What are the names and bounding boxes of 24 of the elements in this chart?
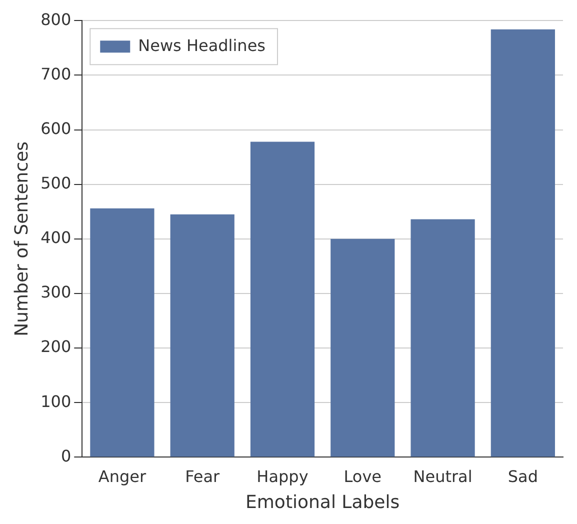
bar bbox=[250, 142, 315, 457]
bar bbox=[170, 214, 234, 457]
bar bbox=[330, 238, 395, 457]
x-tick-label: Fear bbox=[185, 466, 220, 486]
y-tick-label: 300 bbox=[40, 282, 72, 302]
y-tick-label: 800 bbox=[40, 10, 72, 29]
x-tick-label: Neutral bbox=[413, 466, 472, 486]
x-tick-label: Happy bbox=[256, 466, 308, 486]
y-axis-title: Number of Sentences bbox=[11, 141, 32, 336]
y-tick-label: 0 bbox=[60, 446, 72, 466]
y-tick-label: 100 bbox=[40, 392, 72, 411]
x-tick-label: Anger bbox=[98, 466, 146, 486]
x-tick-label: Sad bbox=[508, 466, 538, 486]
y-tick-label: 200 bbox=[40, 337, 72, 356]
y-tick-label: 400 bbox=[40, 228, 72, 248]
legend-label: News Headlines bbox=[138, 36, 266, 55]
bar bbox=[490, 29, 555, 457]
bar bbox=[410, 219, 475, 457]
x-tick-label: Love bbox=[344, 466, 382, 486]
x-axis-title: Emotional Labels bbox=[246, 492, 400, 513]
y-tick-label: 700 bbox=[40, 64, 72, 84]
bar bbox=[90, 208, 154, 457]
y-tick-label: 600 bbox=[40, 118, 72, 138]
y-tick-label: 500 bbox=[40, 173, 72, 192]
